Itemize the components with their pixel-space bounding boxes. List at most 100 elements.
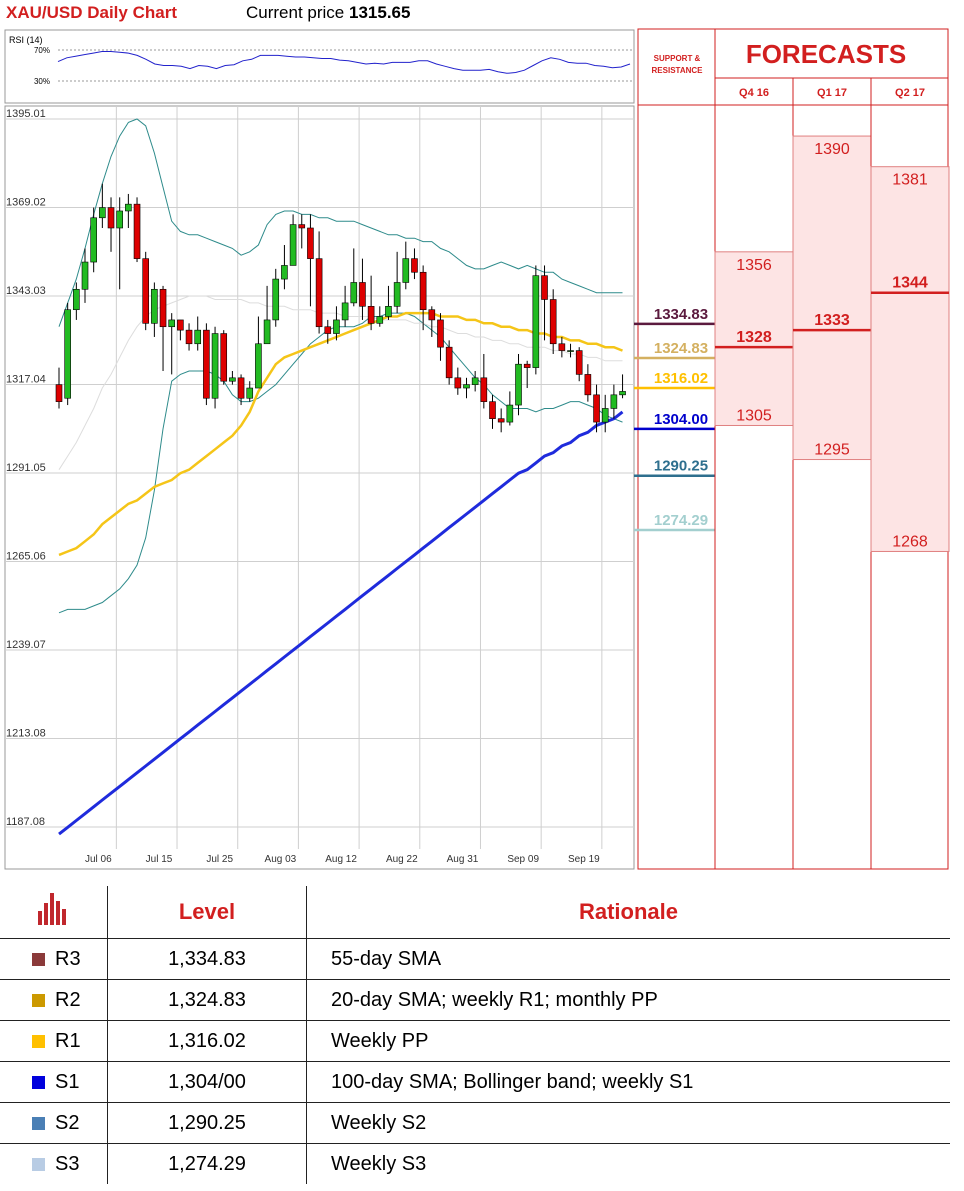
level-code-cell: S3 xyxy=(0,1143,108,1184)
level-code-cell: R3 xyxy=(0,938,108,980)
level-value: 1,334.83 xyxy=(107,938,307,980)
candle-body xyxy=(532,275,540,368)
forecast-col-label: Q2 17 xyxy=(895,87,925,99)
candle-body xyxy=(376,316,384,324)
x-tick-label: Jul 06 xyxy=(85,854,112,865)
level-color-swatch xyxy=(32,1034,45,1048)
bollinger-lower-line xyxy=(58,312,623,614)
rsi-30-label: 30% xyxy=(34,77,50,86)
y-tick-label: 1343.03 xyxy=(6,285,46,297)
candle-body xyxy=(133,203,141,259)
sr-header-line2: RESISTANCE xyxy=(652,66,704,75)
candle-body xyxy=(610,394,618,409)
level-value: 1,290.25 xyxy=(107,1102,307,1144)
level-code: R3 xyxy=(55,947,81,970)
candle-body xyxy=(601,408,609,423)
candle-body xyxy=(402,258,410,283)
candle-body xyxy=(229,377,236,382)
forecast-high: 1390 xyxy=(814,141,850,158)
forecast-title: FORECASTS xyxy=(746,39,906,69)
rsi-line xyxy=(57,51,631,74)
level-rationale: Weekly S3 xyxy=(306,1143,950,1184)
x-tick-label: Jul 25 xyxy=(206,854,233,865)
forecast-mid: 1333 xyxy=(814,312,850,329)
candle-body xyxy=(471,377,479,385)
levels-row: S3 1,274.29 Weekly S3 xyxy=(0,1143,950,1184)
sr-level-label: 1290.25 xyxy=(654,458,708,475)
candle-body xyxy=(324,326,332,334)
level-color-swatch xyxy=(32,952,45,966)
level-color-swatch xyxy=(32,993,45,1007)
candle-body xyxy=(393,282,401,307)
level-code-cell: R2 xyxy=(0,979,108,1021)
candle-body xyxy=(142,258,149,324)
candle-body xyxy=(454,377,462,389)
levels-row: S1 1,304/00 100-day SMA; Bollinger band; w… xyxy=(0,1061,950,1103)
forecast-mid: 1328 xyxy=(736,329,772,346)
candle-body xyxy=(341,302,349,321)
candle-body xyxy=(55,384,63,402)
forecast-low: 1305 xyxy=(736,407,772,424)
level-value: 1,316.02 xyxy=(107,1020,307,1062)
candle-body xyxy=(263,319,271,345)
level-code-cell: R1 xyxy=(0,1020,108,1062)
sr-level-label: 1304.00 xyxy=(654,411,708,428)
candle-body xyxy=(549,299,557,345)
level-code: S3 xyxy=(55,1152,80,1175)
sr-level-label: 1324.83 xyxy=(654,340,708,357)
y-tick-label: 1187.08 xyxy=(6,816,45,828)
level-color-swatch xyxy=(32,1116,45,1130)
level-value: 1,304/00 xyxy=(107,1061,307,1103)
level-value: 1,324.83 xyxy=(107,979,307,1021)
x-tick-label: Aug 31 xyxy=(447,854,479,865)
level-code-cell: S2 xyxy=(0,1102,108,1144)
candle-body xyxy=(593,394,600,423)
forecast-range xyxy=(870,166,950,552)
forecast-high: 1381 xyxy=(892,172,928,189)
forecast-high: 1356 xyxy=(736,257,772,274)
level-value: 1,274.29 xyxy=(107,1143,307,1184)
rsi-label: RSI (14) xyxy=(9,35,43,45)
candle-body xyxy=(73,288,80,311)
candle-body xyxy=(567,350,574,352)
x-tick-label: Aug 12 xyxy=(325,854,357,865)
candle-body xyxy=(272,278,280,321)
x-tick-label: Sep 09 xyxy=(507,854,539,865)
level-code-cell: S1 xyxy=(0,1061,108,1103)
forecast-range xyxy=(714,251,794,426)
y-tick-label: 1291.05 xyxy=(6,462,46,474)
forecast-col-label: Q4 16 xyxy=(739,87,769,99)
y-tick-label: 1369.02 xyxy=(6,196,46,208)
candle-body xyxy=(315,258,323,328)
levels-table: Level Rationale R3 1,334.83 55-day SMA R2 1,… xyxy=(0,886,950,1184)
candle-body xyxy=(81,261,89,290)
candle-body xyxy=(359,282,366,307)
y-tick-label: 1239.07 xyxy=(6,639,46,651)
candle-body xyxy=(515,363,522,406)
candle-body xyxy=(246,387,254,399)
candle-body xyxy=(541,275,548,300)
candle-body xyxy=(177,319,184,331)
sma-55-line xyxy=(58,311,623,557)
candle-body xyxy=(497,418,505,423)
levels-icon-cell xyxy=(0,886,108,939)
candle-body xyxy=(523,363,531,368)
level-rationale: 100-day SMA; Bollinger band; weekly S1 xyxy=(306,1061,950,1103)
x-tick-label: Aug 22 xyxy=(386,854,418,865)
bollinger-upper-line xyxy=(58,118,623,327)
level-color-swatch xyxy=(32,1075,45,1089)
rsi-70-label: 70% xyxy=(34,46,50,55)
levels-row: R2 1,324.83 20-day SMA; weekly R1; monthly… xyxy=(0,979,950,1021)
chart-area: RSI (14) 70% 30% 1395.01 1369.02 1343.03 13… xyxy=(4,28,950,870)
x-tick-label: Jul 15 xyxy=(146,854,173,865)
candle-body xyxy=(90,217,97,263)
candle-body xyxy=(411,258,418,273)
bar-chart-icon xyxy=(37,893,66,925)
candle-body xyxy=(350,282,358,304)
candle-body xyxy=(298,224,306,229)
levels-row: S2 1,290.25 Weekly S2 xyxy=(0,1102,950,1144)
candle-body xyxy=(419,271,427,311)
candle-body xyxy=(437,319,444,348)
candle-body xyxy=(428,309,436,321)
rationale-header: Rationale xyxy=(578,899,679,924)
